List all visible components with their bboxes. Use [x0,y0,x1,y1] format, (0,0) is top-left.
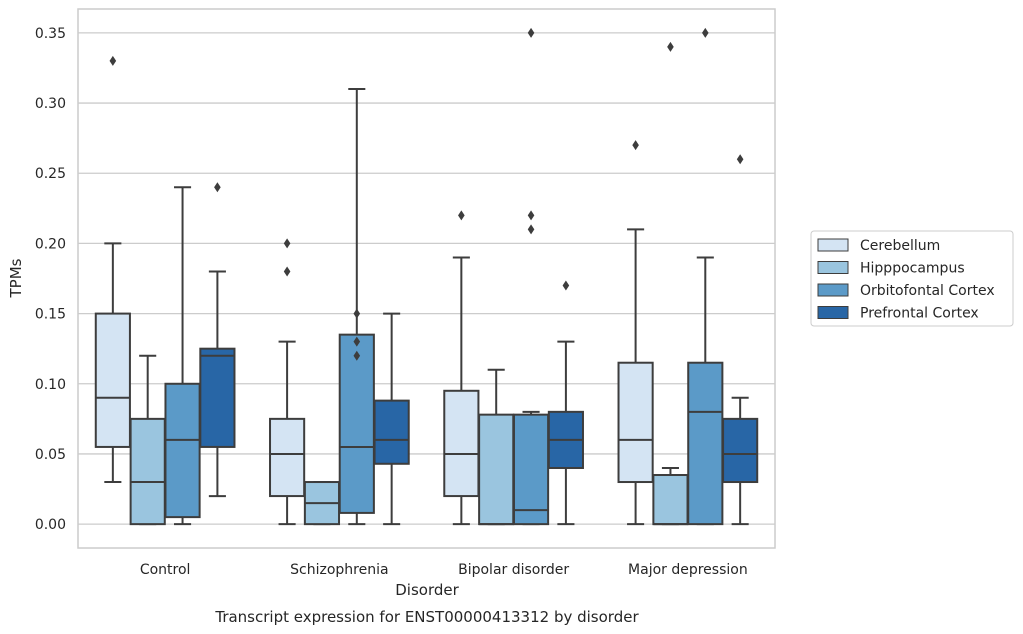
legend-frame [810,230,1014,327]
box-body [199,347,236,448]
box-prefrontal-cortex [199,182,236,498]
box-cerebellum [443,210,480,526]
outlier-point [527,210,535,221]
outlier-point [632,140,639,151]
box-body [373,399,410,465]
box-body [478,413,515,526]
x-tick-label: Schizophrenia [290,562,388,578]
outlier-point [283,266,291,277]
box-body [652,474,689,526]
y-tick-label: 0.00 [35,517,66,533]
outlier-point [214,182,221,193]
outlier-point [562,280,570,291]
legend-items: Cerebellum Hipppocampus Orbitofontal Corte… [817,238,995,322]
box-groups [94,27,759,526]
box-body [617,361,654,484]
y-tick-label: 0.20 [35,236,66,252]
box-orbitofontal-cortex [338,88,375,526]
plot-frame [77,8,776,549]
legend-swatch [817,283,849,297]
box-cerebellum [269,238,306,526]
box-cerebellum [617,140,654,526]
box-body [129,417,166,526]
legend-swatch [817,238,849,252]
y-tick-label: 0.10 [35,377,66,393]
box-hipppocampus [478,368,515,526]
box-prefrontal-cortex [373,312,410,526]
outlier-point [736,154,744,165]
box-hipppocampus [129,354,166,526]
box-hipppocampus [303,481,341,526]
box-body [164,382,201,519]
y-tick-label: 0.30 [35,96,66,112]
box-cerebellum [94,55,131,484]
y-tick-label: 0.25 [35,166,66,182]
box-body [269,417,306,498]
outlier-point [667,41,674,52]
outlier-point [702,27,709,38]
legend-label: Cerebellum [860,238,940,254]
outlier-point [527,27,535,38]
x-tick-label: Bipolar disorder [458,562,569,578]
legend-label: Orbitofontal Cortex [860,283,995,299]
box-orbitofontal-cortex [687,27,724,526]
y-tick-label: 0.15 [35,307,66,323]
legend: Cerebellum Hipppocampus Orbitofontal Corte… [810,230,1014,327]
outlier-point [109,55,117,66]
y-tick-labels: 0.00 0.05 0.10 0.15 0.20 0.25 0.30 0.35 [35,26,66,533]
box-body [443,389,480,498]
y-tick-label: 0.35 [35,26,66,42]
legend-swatch [817,306,849,319]
outlier-point [353,308,361,319]
box-body [94,312,131,448]
outlier-point [527,224,535,235]
box-body [687,361,724,526]
outlier-point [458,210,465,221]
box-body [338,333,375,514]
box-orbitofontal-cortex [512,27,550,526]
legend-label: Hipppocampus [860,261,965,277]
x-tick-label: Control [140,562,191,578]
outlier-point [353,336,361,347]
outlier-point [353,350,361,361]
box-body [722,417,759,484]
outlier-point [283,238,291,249]
box-body [512,413,550,526]
box-prefrontal-cortex [547,280,584,526]
legend-swatch [817,261,849,274]
x-tick-labels: Control Schizophrenia Bipolar disorder Majo… [140,562,748,578]
legend-label: Prefrontal Cortex [860,306,979,322]
box-orbitofontal-cortex [164,186,201,526]
y-axis-label: TPMs [7,258,25,298]
x-axis-label: Disorder [395,581,459,599]
box-hipppocampus [652,41,689,526]
y-tick-label: 0.05 [35,447,66,463]
box-prefrontal-cortex [722,154,759,526]
chart-caption: Transcript expression for ENST0000041331… [214,608,639,626]
x-tick-label: Major depression [628,562,748,578]
